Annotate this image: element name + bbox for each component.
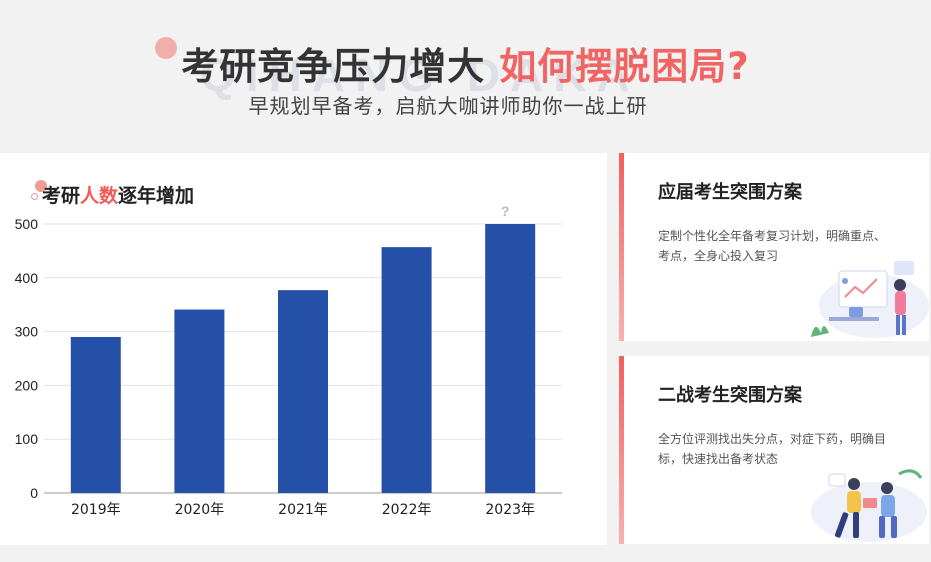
chart-title-pre: 考研 xyxy=(42,185,81,207)
card-title: 应届考生突围方案 xyxy=(658,182,802,203)
card-description: 全方位评测找出失分点，对症下药，明确目标，快速找出备考状态 xyxy=(658,432,887,466)
x-tick-label: 2019年 xyxy=(71,502,121,518)
x-tick-label: 2020年 xyxy=(175,502,225,518)
y-tick-label: 200 xyxy=(15,377,39,393)
bar xyxy=(485,224,536,493)
decor-dot xyxy=(155,37,177,59)
page-subtitle: 早规划早备考，启航大咖讲师助你一战上研 xyxy=(248,94,648,118)
x-tick-label: 2022年 xyxy=(382,502,432,518)
title-accent: 如何摆脱困局? xyxy=(499,45,750,88)
title-main: 考研竞争压力增大 xyxy=(181,45,486,88)
watermark-text: QIHANG DAKA xyxy=(200,49,640,101)
x-tick-label: 2021年 xyxy=(278,502,328,518)
card-title: 二战考生突围方案 xyxy=(658,385,802,406)
bar-chart: 0 100 200 300 400 500 2019年 2020年 2021年 2022年 2023… xyxy=(15,203,562,518)
y-tick-label: 100 xyxy=(15,431,39,447)
decor-dot xyxy=(31,193,38,200)
bar xyxy=(381,247,432,493)
bar xyxy=(278,290,328,493)
card-description: 定制个性化全年备考复习计划，明确重点、考点，全身心投入复习 xyxy=(658,229,887,263)
page-title: 考研竞争压力增大 如何摆脱困局? xyxy=(0,36,931,90)
bar-annotation: ? xyxy=(501,203,510,219)
office-illustration-icon xyxy=(811,261,929,338)
chart-title: 考研人数逐年增加 xyxy=(42,181,194,208)
card-fresh-graduates[interactable]: 应届考生突围方案 定制个性化全年备考复习计划，明确重点、考点，全身心投入复习 xyxy=(619,153,929,341)
chart-card: 考研人数逐年增加 0 100 200 300 400 500 2019年 2020年 2021年… xyxy=(0,153,607,545)
bar xyxy=(70,336,121,493)
footer-strip xyxy=(0,545,931,562)
chart-title-post: 逐年增加 xyxy=(118,185,195,207)
y-tick-label: 300 xyxy=(15,324,39,340)
chart-title-highlight: 人数 xyxy=(80,185,119,207)
page-header: QIHANG DAKA 考研竞争压力增大 如何摆脱困局? 早规划早备考，启航大咖… xyxy=(0,0,931,152)
y-tick-label: 0 xyxy=(30,485,38,501)
y-tick-label: 500 xyxy=(15,216,39,232)
study-group-illustration-icon xyxy=(811,469,927,542)
card-accent-bar xyxy=(619,153,624,341)
bar xyxy=(174,309,225,493)
decor-dot xyxy=(35,180,47,192)
x-tick-label: 2023年 xyxy=(485,502,535,518)
y-tick-label: 400 xyxy=(15,270,39,286)
card-accent-bar xyxy=(619,356,624,544)
card-repeat-candidates[interactable]: 二战考生突围方案 全方位评测找出失分点，对症下药，明确目标，快速找出备考状态 xyxy=(619,356,929,544)
